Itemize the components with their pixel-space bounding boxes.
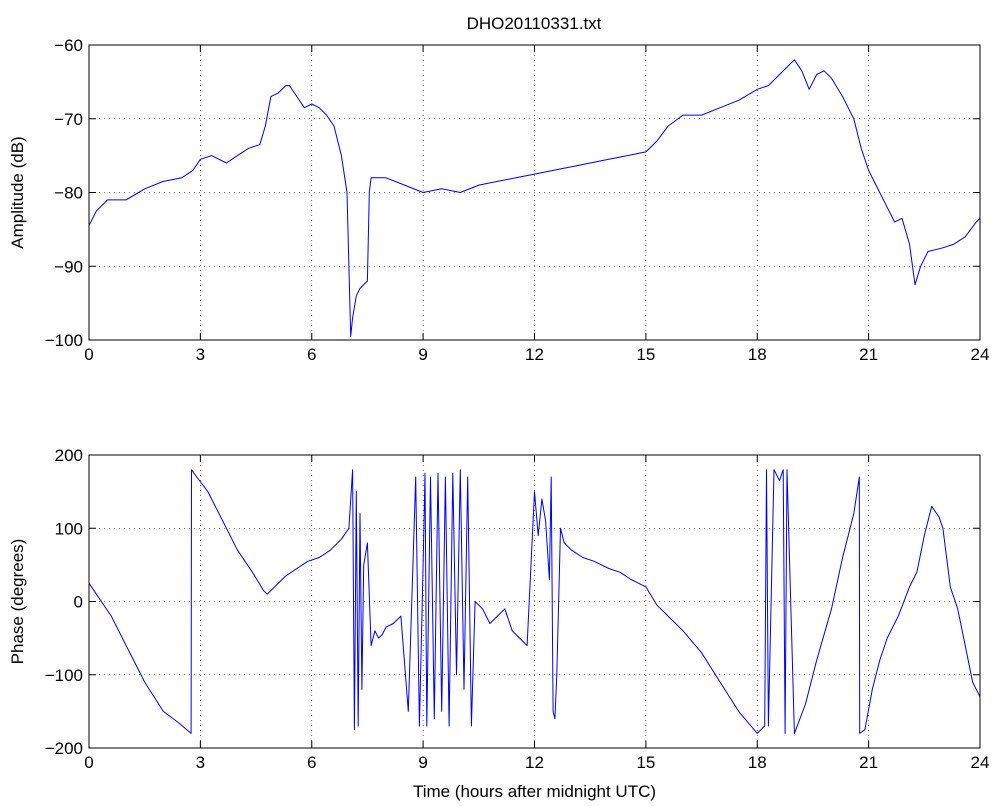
x-tick-label: 24: [971, 345, 990, 364]
y-tick-label: −70: [54, 110, 83, 129]
x-tick-label: 12: [525, 345, 544, 364]
x-tick-label: 15: [636, 753, 655, 772]
y-axis-label: Phase (degrees): [8, 539, 27, 665]
x-axis-label: Time (hours after midnight UTC): [413, 782, 656, 801]
x-tick-label: 18: [748, 345, 767, 364]
y-tick-label: −60: [54, 36, 83, 55]
y-tick-label: 100: [55, 519, 83, 538]
x-tick-label: 21: [859, 753, 878, 772]
x-tick-label: 3: [196, 753, 205, 772]
x-tick-label: 21: [859, 345, 878, 364]
series-line-0: [88, 469, 981, 734]
x-tick-label: 0: [84, 345, 93, 364]
y-tick-label: 0: [74, 593, 83, 612]
y-tick-label: −100: [45, 666, 83, 685]
x-tick-label: 9: [418, 345, 427, 364]
x-tick-label: 6: [307, 753, 316, 772]
x-tick-label: 0: [84, 753, 93, 772]
x-tick-label: 9: [418, 753, 427, 772]
y-tick-label: −80: [54, 184, 83, 203]
x-tick-label: 24: [971, 753, 990, 772]
y-axis-label: Amplitude (dB): [8, 136, 27, 248]
series-line-0: [88, 59, 981, 337]
chart-title: DHO20110331.txt: [467, 14, 602, 33]
y-tick-label: −100: [45, 331, 83, 350]
y-tick-label: −200: [45, 739, 83, 758]
x-tick-label: 6: [307, 345, 316, 364]
phase-panel: 0 3 6 9 12 15 18 21 24 −200 −100 0 100 200 Phase (degr…: [8, 446, 989, 801]
x-tick-label: 15: [636, 345, 655, 364]
y-tick-label: −90: [54, 257, 83, 276]
x-tick-label: 18: [748, 753, 767, 772]
x-tick-label: 12: [525, 753, 544, 772]
y-tick-label: 200: [55, 446, 83, 465]
amplitude-panel: 0 3 6 9 12 15 18 21 24 −100 −90 −80 −70 −60 Amplitude …: [8, 36, 989, 364]
x-tick-label: 3: [196, 345, 205, 364]
